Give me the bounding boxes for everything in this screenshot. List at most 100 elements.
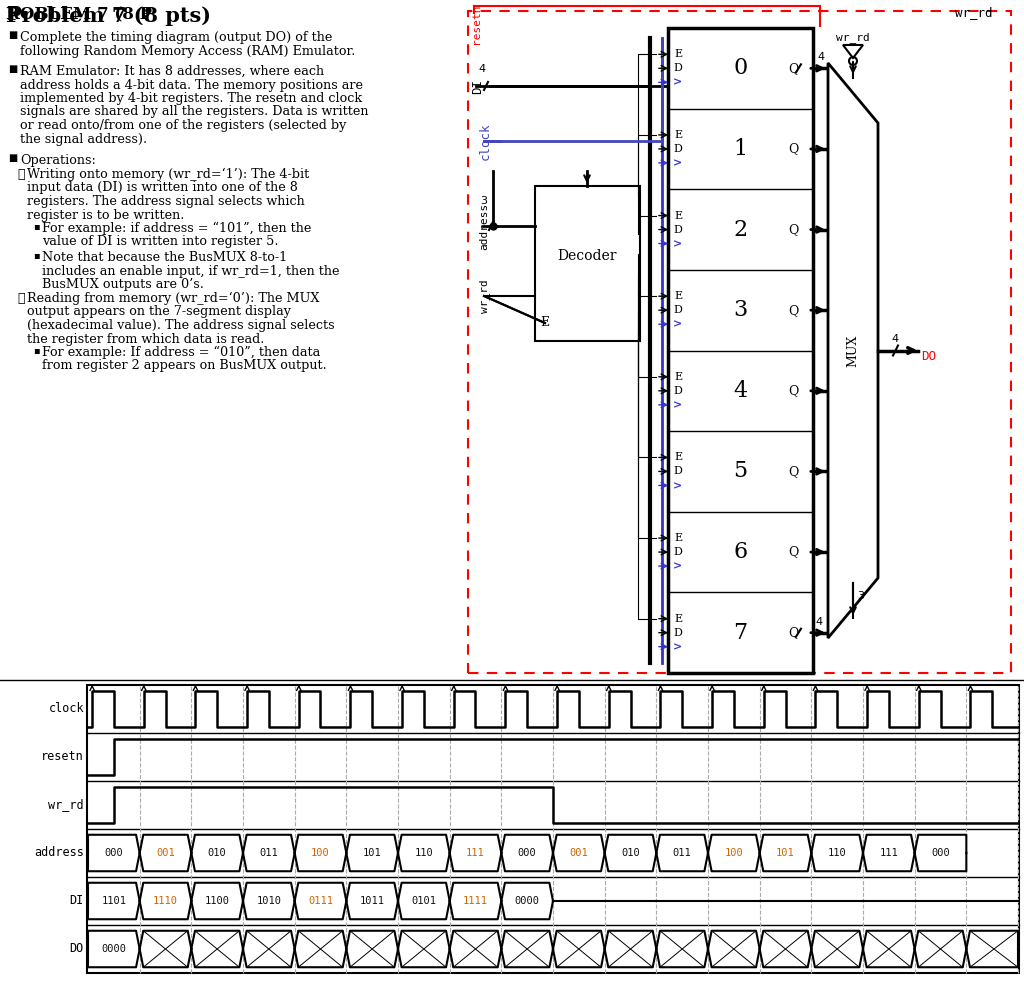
Text: 3: 3	[733, 299, 748, 321]
Text: E: E	[674, 614, 682, 624]
Text: signals are shared by all the registers. Data is written: signals are shared by all the registers.…	[20, 106, 369, 119]
Text: address: address	[479, 202, 489, 249]
Text: includes an enable input, if wr_rd=1, then the: includes an enable input, if wr_rd=1, th…	[42, 265, 340, 278]
Text: DI: DI	[70, 895, 84, 907]
Text: 1011: 1011	[359, 896, 385, 906]
Text: For example: if address = “101”, then the: For example: if address = “101”, then th…	[42, 222, 311, 235]
Text: 4: 4	[815, 617, 822, 627]
Text: 011: 011	[673, 848, 691, 858]
Text: Reading from memory (wr_rd=‘0’): The MUX: Reading from memory (wr_rd=‘0’): The MUX	[27, 292, 319, 305]
Text: D: D	[674, 144, 682, 154]
Text: DO: DO	[70, 943, 84, 955]
Text: wr_rd: wr_rd	[479, 280, 489, 313]
Text: 6: 6	[733, 542, 748, 563]
Text: 1100: 1100	[205, 896, 229, 906]
Text: 1110: 1110	[153, 896, 178, 906]
Bar	[87, 685, 1019, 973]
Text: 011: 011	[259, 848, 279, 858]
Text: E: E	[674, 533, 682, 543]
Text: ▪: ▪	[33, 346, 40, 355]
Text: address holds a 4-bit data. The memory positions are: address holds a 4-bit data. The memory p…	[20, 78, 362, 91]
Text: 111: 111	[880, 848, 898, 858]
Text: Q: Q	[787, 465, 798, 478]
Text: D: D	[674, 466, 682, 477]
Text: 0: 0	[733, 57, 748, 79]
Text: implemented by 4-bit registers. The resetn and clock: implemented by 4-bit registers. The rese…	[20, 92, 362, 105]
Text: 001: 001	[156, 848, 175, 858]
Text: 000: 000	[104, 848, 123, 858]
Text: P: P	[6, 6, 20, 24]
Text: D: D	[674, 225, 682, 234]
Text: ROBLEM 7 (8 P: ROBLEM 7 (8 P	[6, 6, 152, 23]
Text: 110: 110	[827, 848, 847, 858]
Text: 000: 000	[518, 848, 537, 858]
Text: >: >	[674, 77, 683, 88]
Text: E: E	[674, 211, 682, 221]
Text: output appears on the 7-segment display: output appears on the 7-segment display	[27, 305, 291, 319]
Text: >: >	[674, 319, 683, 330]
Text: Problem 7 (8 pts): Problem 7 (8 pts)	[6, 6, 211, 26]
Text: wr_rd: wr_rd	[837, 32, 869, 43]
Text: 3: 3	[857, 591, 864, 601]
Text: D: D	[674, 628, 682, 638]
Text: ■: ■	[8, 65, 17, 74]
Text: 0101: 0101	[412, 896, 436, 906]
Text: RAM Emulator: It has 8 addresses, where each: RAM Emulator: It has 8 addresses, where …	[20, 65, 325, 78]
Bar	[535, 186, 640, 341]
Text: 7: 7	[733, 622, 748, 644]
Text: 4: 4	[733, 380, 748, 402]
Text: ■: ■	[8, 31, 17, 40]
Text: D: D	[674, 64, 682, 74]
Text: 0000: 0000	[101, 944, 126, 954]
Text: E: E	[541, 317, 550, 330]
Text: Q: Q	[787, 304, 798, 317]
Text: MUX: MUX	[847, 335, 859, 367]
Text: Writing onto memory (wr_rd=‘1’): The 4-bit: Writing onto memory (wr_rd=‘1’): The 4-b…	[27, 168, 309, 181]
Text: Q: Q	[787, 545, 798, 558]
Text: address: address	[34, 847, 84, 859]
Text: resetn: resetn	[471, 3, 481, 43]
Bar	[668, 28, 813, 673]
Text: (hexadecimal value). The address signal selects: (hexadecimal value). The address signal …	[27, 319, 335, 332]
Text: value of DI is written into register 5.: value of DI is written into register 5.	[42, 235, 279, 248]
Text: register is to be written.: register is to be written.	[27, 209, 184, 222]
Text: 1101: 1101	[101, 896, 126, 906]
Text: >: >	[674, 560, 683, 572]
Text: 0111: 0111	[308, 896, 333, 906]
Text: Decoder: Decoder	[558, 248, 617, 263]
Text: 1010: 1010	[256, 896, 282, 906]
Text: For example: If address = “010”, then data: For example: If address = “010”, then da…	[42, 346, 321, 359]
Text: >: >	[674, 642, 683, 652]
Text: 101: 101	[362, 848, 382, 858]
Text: 010: 010	[208, 848, 226, 858]
Text: >: >	[674, 238, 683, 249]
Text: clock: clock	[48, 702, 84, 715]
Text: 4: 4	[892, 334, 899, 343]
Text: ▪: ▪	[33, 251, 40, 260]
Text: 101: 101	[776, 848, 795, 858]
Text: 100: 100	[311, 848, 330, 858]
Text: E: E	[674, 372, 682, 382]
Text: D: D	[674, 547, 682, 557]
Text: resetn: resetn	[41, 750, 84, 763]
Text: Q: Q	[787, 626, 798, 640]
Text: E: E	[674, 49, 682, 59]
Text: DO: DO	[921, 350, 936, 363]
Text: ■: ■	[8, 154, 17, 163]
Text: 5: 5	[733, 460, 748, 483]
Text: the signal address).: the signal address).	[20, 132, 147, 145]
Text: 001: 001	[569, 848, 588, 858]
Text: ▪: ▪	[33, 222, 40, 231]
Text: 110: 110	[415, 848, 433, 858]
Text: D: D	[674, 386, 682, 395]
Text: >: >	[674, 480, 683, 490]
Text: the register from which data is read.: the register from which data is read.	[27, 333, 264, 345]
Text: E: E	[674, 452, 682, 462]
Text: 000: 000	[931, 848, 950, 858]
Text: 100: 100	[724, 848, 743, 858]
Text: E: E	[674, 291, 682, 301]
Text: Q: Q	[787, 142, 798, 155]
Text: ✓: ✓	[17, 168, 25, 181]
Text: D: D	[674, 305, 682, 315]
Text: following Random Memory Access (RAM) Emulator.: following Random Memory Access (RAM) Emu…	[20, 44, 355, 58]
